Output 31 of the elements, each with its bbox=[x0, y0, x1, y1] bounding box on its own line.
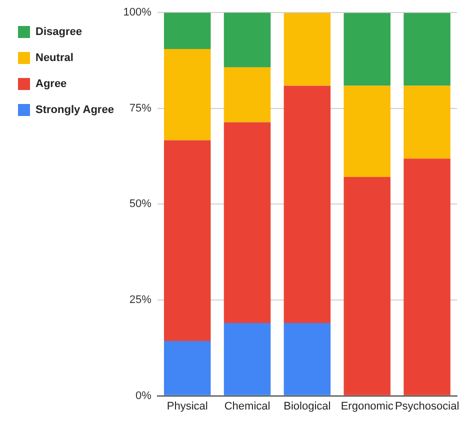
legend-label: Disagree bbox=[36, 26, 82, 38]
bar bbox=[284, 86, 331, 323]
bar bbox=[164, 140, 211, 342]
bar bbox=[344, 176, 390, 396]
y-tick-label: 0% bbox=[135, 390, 152, 402]
bar bbox=[344, 86, 390, 177]
bar bbox=[224, 122, 271, 323]
x-tick-label: Chemical bbox=[224, 400, 270, 412]
bar bbox=[164, 12, 211, 50]
x-tick-label: Biological bbox=[284, 400, 331, 412]
bar bbox=[164, 341, 211, 396]
x-tick-label: Psychosocial bbox=[394, 400, 460, 412]
bar bbox=[284, 12, 331, 86]
legend-label: Agree bbox=[36, 78, 67, 90]
y-tick-label: 25% bbox=[129, 294, 152, 306]
bar bbox=[224, 12, 271, 68]
bar bbox=[284, 322, 331, 396]
y-tick-label: 50% bbox=[129, 198, 152, 210]
bar bbox=[404, 86, 450, 159]
x-tick-label: Ergonomic bbox=[340, 400, 394, 412]
x-tick-label: Physical bbox=[166, 400, 208, 412]
bar bbox=[224, 322, 271, 396]
y-tick-label: 75% bbox=[129, 102, 152, 114]
bar bbox=[404, 158, 450, 396]
bar bbox=[344, 12, 390, 86]
y-tick-label: 100% bbox=[123, 6, 152, 19]
bar bbox=[404, 12, 450, 86]
bar bbox=[224, 67, 271, 122]
legend-label: Strongly Agree bbox=[36, 104, 114, 116]
legend-label: Neutral bbox=[36, 52, 74, 64]
bar bbox=[164, 49, 211, 140]
